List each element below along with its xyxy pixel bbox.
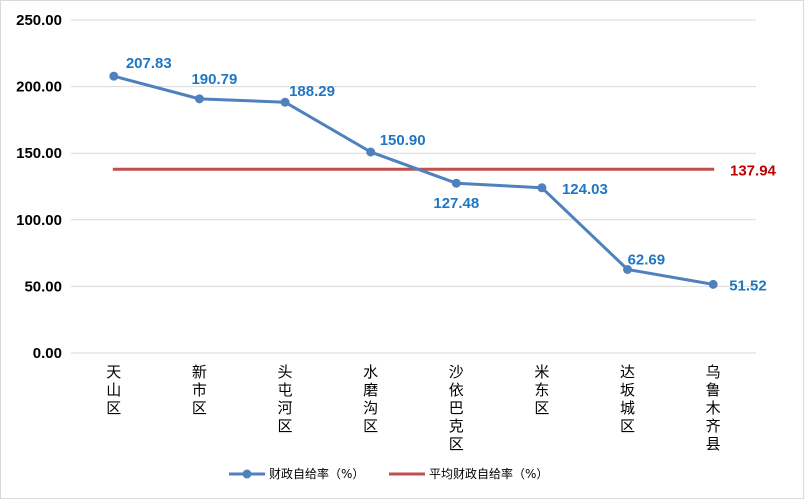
y-tick-label: 50.00 bbox=[24, 278, 62, 295]
x-axis-category-labels: 天山区 新市区 头屯河区 水磨沟区 沙依巴克区 米东区 达坂城区 乌鲁木齐县 bbox=[106, 363, 720, 453]
rate-data-label: 190.79 bbox=[191, 71, 237, 88]
legend-label-average: 平均财政自给率（%） bbox=[429, 466, 548, 481]
x-category-label: 沙依巴克区 bbox=[449, 363, 464, 453]
rate-point bbox=[708, 279, 718, 289]
x-category-label: 天山区 bbox=[106, 363, 121, 417]
rate-point bbox=[280, 97, 290, 107]
rate-data-label: 188.29 bbox=[289, 83, 335, 100]
x-category-label: 新市区 bbox=[192, 363, 207, 417]
y-axis-tick-labels: 0.00 50.00 100.00 150.00 200.00 250.00 bbox=[16, 12, 62, 362]
legend: 财政自给率（%） 平均财政自给率（%） bbox=[229, 466, 548, 481]
rate-data-label: 124.03 bbox=[562, 181, 608, 198]
rate-point bbox=[366, 147, 376, 157]
y-tick-label: 250.00 bbox=[16, 12, 62, 29]
rate-point bbox=[623, 264, 633, 274]
y-tick-label: 200.00 bbox=[16, 79, 62, 96]
rate-data-label: 62.69 bbox=[628, 251, 666, 268]
rate-data-label: 150.90 bbox=[380, 132, 426, 149]
gridlines bbox=[71, 19, 756, 354]
y-tick-label: 100.00 bbox=[16, 212, 62, 229]
rate-point bbox=[194, 94, 204, 104]
legend-label-rate: 财政自给率（%） bbox=[269, 466, 364, 481]
rate-line bbox=[113, 74, 714, 286]
rate-point bbox=[537, 183, 547, 193]
x-category-label: 头屯河区 bbox=[278, 363, 293, 435]
rate-point bbox=[109, 71, 119, 81]
average-data-label: 137.94 bbox=[730, 162, 777, 179]
x-category-label: 乌鲁木齐县 bbox=[706, 363, 721, 453]
rate-data-label: 51.52 bbox=[729, 277, 767, 294]
rate-data-label: 127.48 bbox=[433, 195, 479, 212]
y-tick-label: 0.00 bbox=[33, 345, 62, 362]
rate-point bbox=[451, 178, 461, 188]
y-tick-label: 150.00 bbox=[16, 145, 62, 162]
x-category-label: 达坂城区 bbox=[620, 363, 635, 435]
rate-series: 207.83 190.79 188.29 150.90 127.48 124.03 62.6… bbox=[109, 55, 767, 294]
average-series: 137.94 bbox=[112, 162, 777, 179]
x-category-label: 米东区 bbox=[534, 363, 549, 417]
rate-data-label: 207.83 bbox=[126, 55, 172, 72]
x-category-label: 水磨沟区 bbox=[363, 363, 378, 435]
legend-marker-rate bbox=[242, 469, 252, 479]
